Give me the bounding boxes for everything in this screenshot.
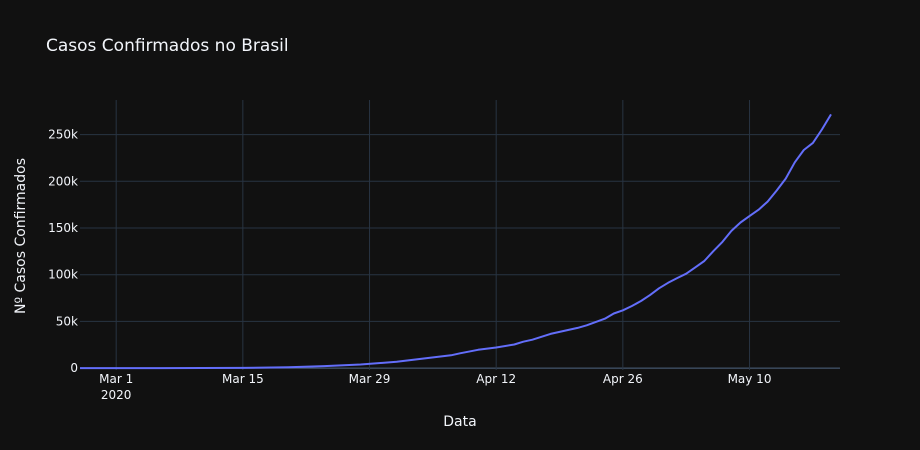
y-tick-label: 0 xyxy=(70,361,78,375)
x-tick-label: May 10 xyxy=(728,372,772,386)
y-tick-label: 250k xyxy=(48,128,78,142)
x-axis-title: Data xyxy=(443,414,476,430)
x-tick-label: Mar 1 xyxy=(99,372,133,386)
x-tick-label: Mar 15 xyxy=(222,372,264,386)
series-line xyxy=(80,113,832,370)
y-tick-label: 150k xyxy=(48,221,78,235)
chart-title: Casos Confirmados no Brasil xyxy=(46,36,289,56)
y-tick-label: 100k xyxy=(48,268,78,282)
y-tick-label: 50k xyxy=(56,314,78,328)
series-layer xyxy=(80,113,832,370)
gridlines xyxy=(80,100,840,370)
y-tick-label: 200k xyxy=(48,174,78,188)
x-axis-ticks: Mar 1 2020 Mar 15 Mar 29 Apr 12 Apr 26 May 10 xyxy=(99,372,771,402)
x-tick-label: Apr 26 xyxy=(603,372,643,386)
x-tick-label: Mar 29 xyxy=(349,372,391,386)
y-axis-ticks: 0 50k 100k 150k 200k 250k xyxy=(48,128,78,376)
x-tick-sublabel: 2020 xyxy=(101,388,132,402)
y-axis-title: Nº Casos Confirmados xyxy=(13,158,29,314)
x-tick-label: Apr 12 xyxy=(476,372,516,386)
